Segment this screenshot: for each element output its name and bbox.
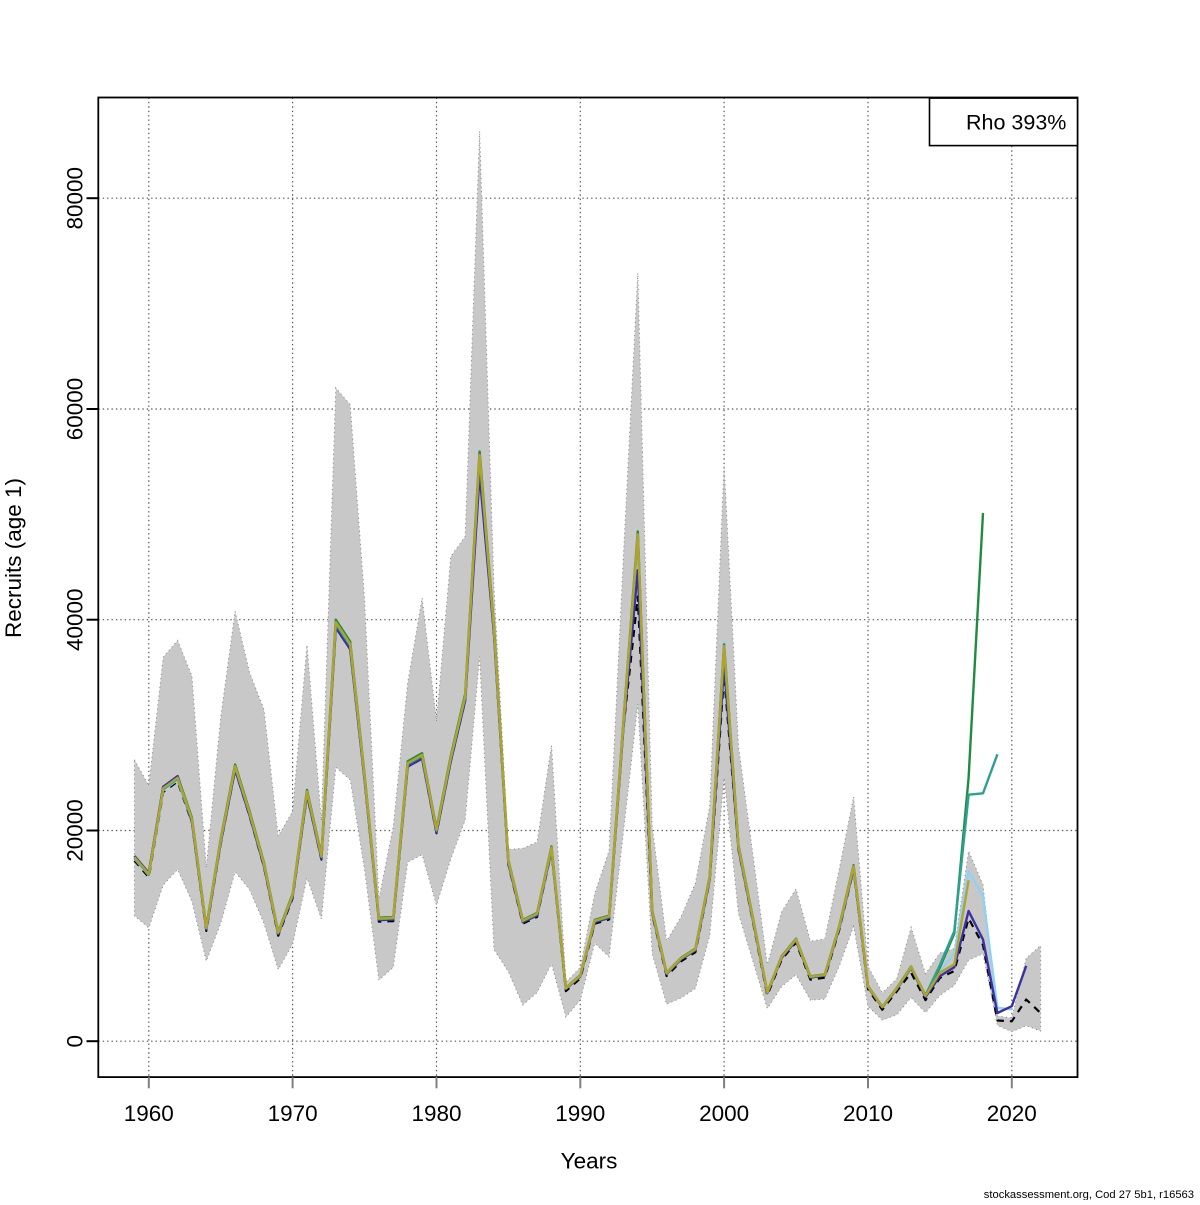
svg-text:1970: 1970 [268, 1101, 318, 1126]
svg-text:Rho 393%: Rho 393% [966, 111, 1066, 135]
svg-text:1980: 1980 [411, 1101, 461, 1126]
svg-text:40000: 40000 [63, 588, 88, 651]
svg-text:2010: 2010 [843, 1101, 893, 1126]
svg-text:20000: 20000 [63, 799, 88, 862]
svg-text:1960: 1960 [124, 1101, 174, 1126]
svg-text:80000: 80000 [63, 167, 88, 230]
svg-text:Recruits (age 1): Recruits (age 1) [1, 478, 26, 638]
svg-text:2020: 2020 [987, 1101, 1037, 1126]
svg-text:Years: Years [561, 1149, 618, 1174]
svg-text:1990: 1990 [555, 1101, 605, 1126]
svg-text:60000: 60000 [63, 378, 88, 441]
svg-text:2000: 2000 [699, 1101, 749, 1126]
svg-text:stockassessment.org, Cod 27 5b: stockassessment.org, Cod 27 5b1, r16563 [984, 1189, 1194, 1200]
svg-text:0: 0 [63, 1035, 88, 1048]
